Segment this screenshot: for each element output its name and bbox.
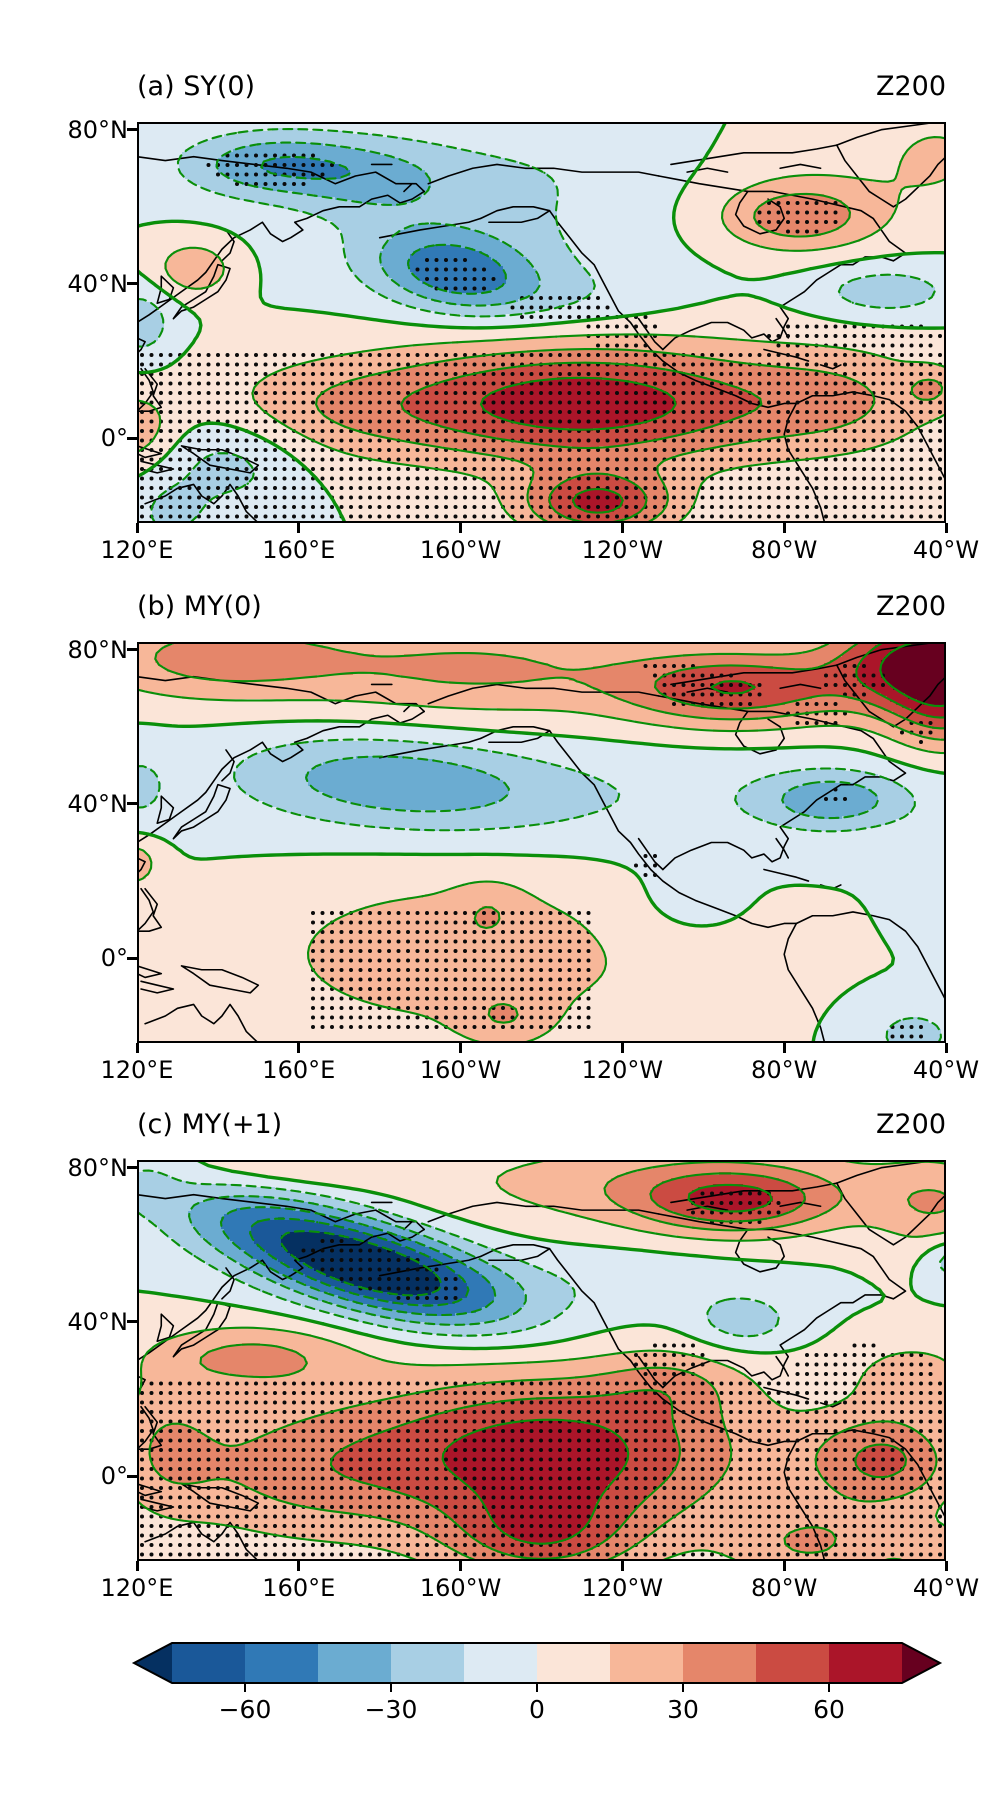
y-tick-label-a-2: 0°	[100, 424, 128, 453]
panel-a-title-right: Z200	[875, 71, 946, 102]
colorbar-bin-0	[172, 1643, 246, 1683]
colorbar-svg	[131, 1642, 943, 1692]
y-tick-label-c-0: 80°N	[67, 1153, 129, 1182]
colorbar-bin-4	[464, 1643, 538, 1683]
colorbar-bin-5	[537, 1643, 611, 1683]
panel-a-title-left: (a) SY(0)	[137, 71, 256, 102]
x-tick-label-a-4: 80°W	[751, 536, 818, 564]
colorbar-tick-label-4: 60	[813, 1695, 845, 1724]
x-tick-b-5	[944, 1043, 948, 1053]
colorbar-tick-label-3: 30	[667, 1695, 699, 1724]
x-tick-label-c-5: 40°W	[912, 1574, 980, 1602]
x-tick-label-c-1: 160°E	[262, 1574, 336, 1602]
map-canvas-c	[137, 1160, 946, 1561]
x-tick-c-2	[459, 1561, 463, 1571]
x-tick-label-c-3: 120°W	[581, 1574, 664, 1602]
y-tick-a-1	[127, 282, 137, 286]
y-tick-label-b-0: 80°N	[67, 635, 129, 664]
x-tick-c-0	[135, 1561, 139, 1571]
y-tick-b-2	[127, 956, 137, 960]
x-tick-label-b-3: 120°W	[581, 1056, 664, 1084]
colorbar-tick-label-2: 0	[529, 1695, 545, 1724]
x-tick-a-1	[297, 523, 301, 533]
x-tick-c-3	[620, 1561, 624, 1571]
x-tick-a-4	[782, 523, 786, 533]
colorbar-bin-1	[245, 1643, 319, 1683]
colorbar-left-arrow	[134, 1643, 172, 1683]
x-tick-c-1	[297, 1561, 301, 1571]
colorbar-outline	[131, 1642, 943, 1684]
x-tick-label-b-2: 160°W	[419, 1056, 502, 1084]
y-tick-label-a-0: 80°N	[67, 115, 129, 144]
x-tick-b-3	[620, 1043, 624, 1053]
x-tick-c-5	[944, 1561, 948, 1571]
y-tick-label-c-2: 0°	[100, 1462, 128, 1491]
panel-c-title: (c) MY(+1) Z200	[137, 1108, 946, 1142]
x-tick-c-4	[782, 1561, 786, 1571]
x-tick-label-c-2: 160°W	[419, 1574, 502, 1602]
panel-c-title-left: (c) MY(+1)	[137, 1109, 283, 1140]
x-tick-label-c-4: 80°W	[751, 1574, 818, 1602]
y-tick-label-c-1: 40°N	[67, 1307, 129, 1336]
y-tick-b-1	[127, 802, 137, 806]
x-tick-label-a-2: 160°W	[419, 536, 502, 564]
colorbar-right-arrow	[902, 1643, 940, 1683]
x-tick-a-2	[459, 523, 463, 533]
x-tick-b-4	[782, 1043, 786, 1053]
x-tick-b-1	[297, 1043, 301, 1053]
colorbar-tick-label-1: −30	[364, 1695, 418, 1724]
colorbar-bin-3	[391, 1643, 465, 1683]
y-tick-a-2	[127, 436, 137, 440]
colorbar-bin-6	[610, 1643, 684, 1683]
y-tick-label-b-1: 40°N	[67, 789, 129, 818]
y-tick-c-2	[127, 1474, 137, 1478]
panel-b-title-right: Z200	[875, 591, 946, 622]
y-tick-b-0	[127, 648, 137, 652]
colorbar-bin-7	[683, 1643, 757, 1683]
panel-a-title: (a) SY(0) Z200	[137, 70, 946, 104]
x-tick-label-b-1: 160°E	[262, 1056, 336, 1084]
x-tick-label-b-5: 40°W	[912, 1056, 980, 1084]
x-tick-label-c-0: 120°E	[100, 1574, 174, 1602]
y-tick-c-1	[127, 1320, 137, 1324]
x-tick-a-3	[620, 523, 624, 533]
y-tick-label-a-1: 40°N	[67, 269, 129, 298]
panel-b-title-left: (b) MY(0)	[137, 591, 262, 622]
x-tick-label-a-0: 120°E	[100, 536, 174, 564]
panel-b-title: (b) MY(0) Z200	[137, 590, 946, 624]
x-tick-label-b-0: 120°E	[100, 1056, 174, 1084]
x-tick-a-5	[944, 523, 948, 533]
colorbar-tick-label-0: −60	[218, 1695, 272, 1724]
x-tick-b-0	[135, 1043, 139, 1053]
x-tick-label-b-4: 80°W	[751, 1056, 818, 1084]
map-canvas-a	[137, 122, 946, 523]
colorbar-bin-2	[318, 1643, 392, 1683]
map-canvas-b	[137, 642, 946, 1043]
x-tick-a-0	[135, 523, 139, 533]
panel-c-title-right: Z200	[875, 1109, 946, 1140]
x-tick-label-a-1: 160°E	[262, 536, 336, 564]
colorbar-bin-9	[829, 1643, 903, 1683]
x-tick-b-2	[459, 1043, 463, 1053]
y-tick-c-0	[127, 1166, 137, 1170]
colorbar-bin-8	[756, 1643, 830, 1683]
y-tick-label-b-2: 0°	[100, 944, 128, 973]
colorbar	[130, 1641, 950, 1699]
x-tick-label-a-5: 40°W	[912, 536, 980, 564]
y-tick-a-0	[127, 128, 137, 132]
x-tick-label-a-3: 120°W	[581, 536, 664, 564]
